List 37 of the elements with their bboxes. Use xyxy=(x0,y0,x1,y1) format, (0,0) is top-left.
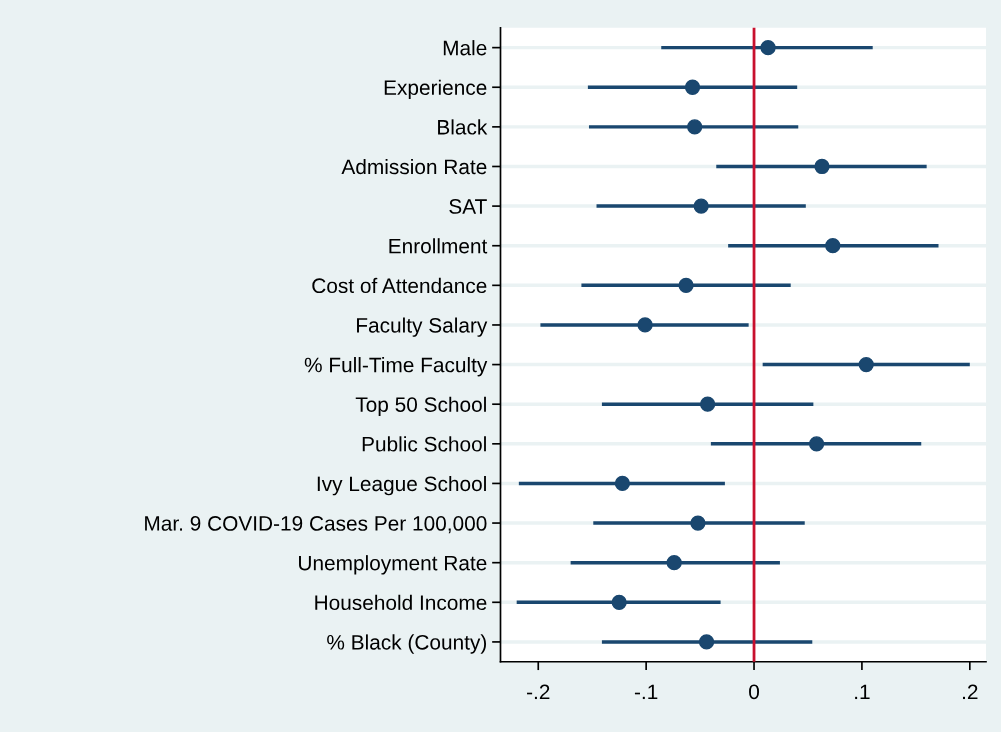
y-tick-label: Public School xyxy=(362,436,486,452)
point xyxy=(760,39,776,56)
y-tick-label: Black xyxy=(438,119,488,135)
x-tick-label: .2 xyxy=(963,684,978,700)
x-tick-label: -.1 xyxy=(634,684,658,700)
point xyxy=(700,396,716,412)
point xyxy=(684,79,701,95)
y-tick-label: SAT xyxy=(449,199,487,214)
point xyxy=(693,198,709,214)
point xyxy=(666,555,682,571)
y-tick-label: Admission Rate xyxy=(341,158,487,175)
y-tick-label: Unemployment Rate xyxy=(299,555,487,575)
point xyxy=(614,475,631,492)
point xyxy=(698,634,715,650)
x-tick-label: .1 xyxy=(855,684,870,700)
y-tick-label: Male xyxy=(443,40,487,56)
y-tick-label: % Full-Time Faculty xyxy=(304,357,488,377)
x-tick-label: -.2 xyxy=(527,684,550,700)
point xyxy=(637,317,653,333)
y-tick-label: Ivy League School xyxy=(317,475,486,496)
x-tick-label: 0 xyxy=(749,684,760,700)
y-tick-label: Top 50 School xyxy=(355,396,486,417)
point xyxy=(678,277,694,293)
y-tick-label: Mar. 9 COVID-19 Cases Per 100,000 xyxy=(145,516,487,534)
point xyxy=(611,594,627,610)
point xyxy=(687,119,703,135)
y-tick-label: % Black (County) xyxy=(327,634,487,654)
y-tick-label: Enrollment xyxy=(389,238,488,254)
point xyxy=(690,515,706,531)
y-tick-label: Faculty Salary xyxy=(357,317,488,337)
y-tick-label: Experience xyxy=(384,79,487,100)
y-tick-label: Cost of Attendance xyxy=(312,277,487,294)
point xyxy=(858,356,874,373)
point xyxy=(808,436,825,452)
point xyxy=(825,238,841,254)
y-tick-label: Household Income xyxy=(315,594,487,611)
point xyxy=(814,158,830,175)
